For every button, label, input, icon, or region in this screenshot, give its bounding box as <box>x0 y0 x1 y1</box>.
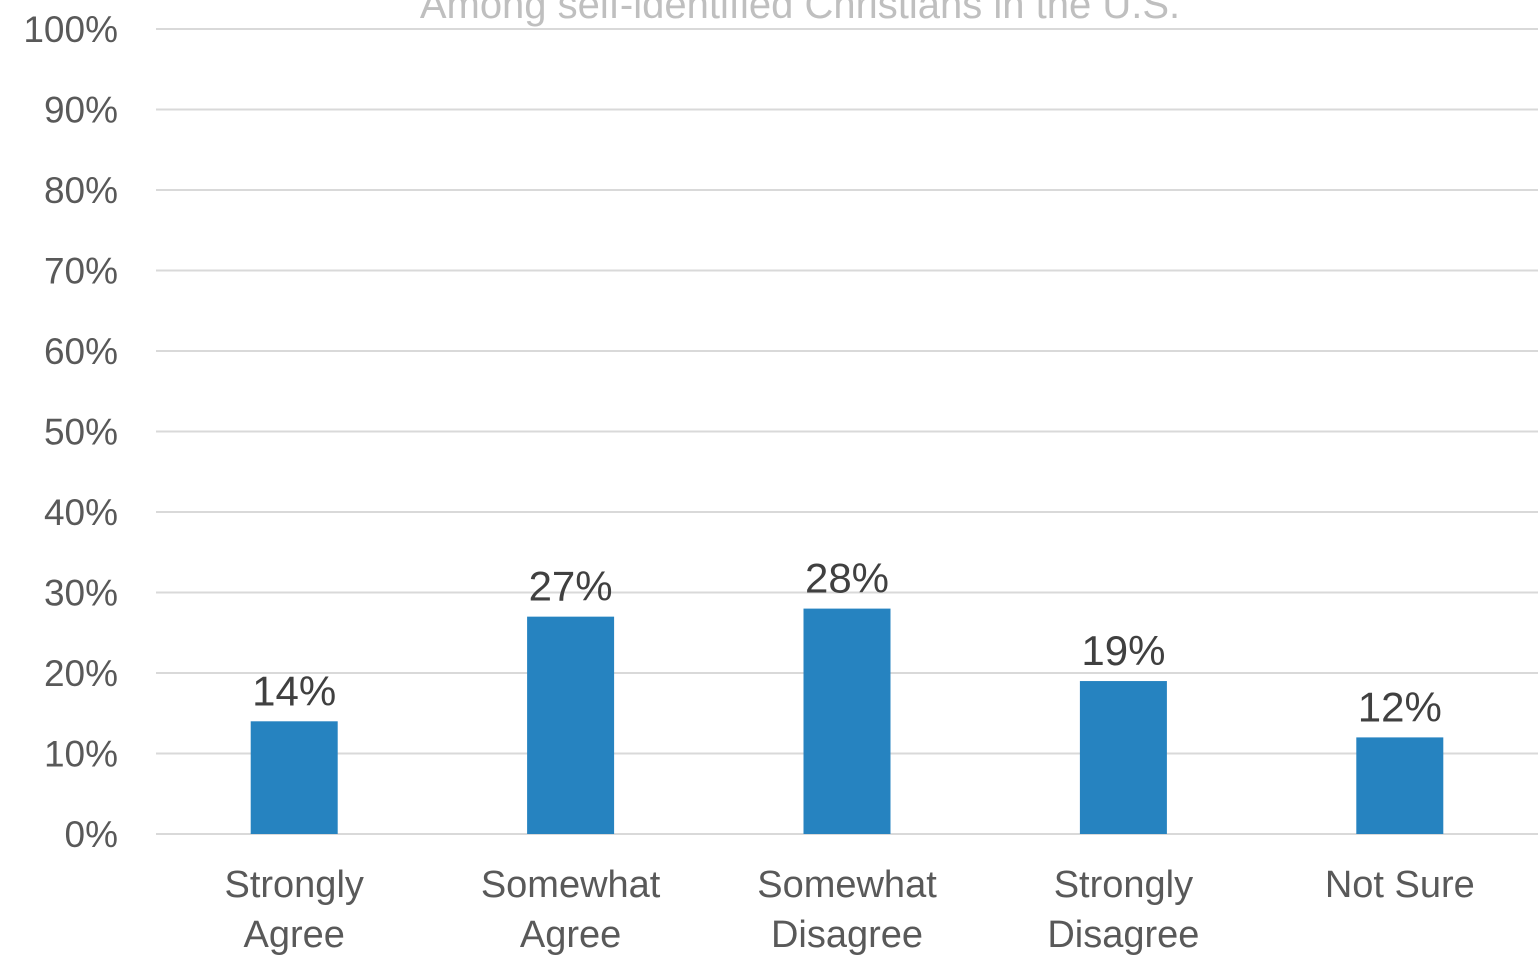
x-tick-label: Disagree <box>1047 914 1199 955</box>
x-tick-label: Somewhat <box>481 864 661 906</box>
x-axis-tick-labels: Strongly Agree Somewhat Agree Somewhat Disagr… <box>224 864 1475 956</box>
x-tick-label: Strongly <box>224 864 363 906</box>
bars <box>250 608 1444 834</box>
y-axis-tick-labels: 0% 10% 20% 30% 40% 50% 60% 70% 80% 90% 100% <box>23 9 118 855</box>
y-tick-label: 10% <box>44 734 118 775</box>
data-label: 12% <box>1358 683 1442 730</box>
data-label: 14% <box>252 667 336 714</box>
gridlines <box>156 28 1538 835</box>
y-tick-label: 60% <box>44 331 118 372</box>
bar <box>803 608 891 834</box>
bar <box>1079 681 1167 834</box>
y-tick-label: 20% <box>44 653 118 694</box>
x-tick-label: Strongly <box>1054 864 1193 906</box>
data-label: 28% <box>805 555 889 602</box>
bar <box>1356 737 1444 834</box>
y-tick-label: 70% <box>44 251 118 292</box>
x-tick-label: Somewhat <box>757 864 937 906</box>
y-tick-label: 80% <box>44 170 118 211</box>
data-label: 27% <box>529 563 613 610</box>
y-tick-label: 40% <box>44 492 118 533</box>
x-tick-label: Agree <box>520 914 621 955</box>
bar <box>527 616 615 834</box>
y-tick-label: 30% <box>44 573 118 614</box>
y-tick-label: 90% <box>44 90 118 131</box>
x-tick-label: Not Sure <box>1325 864 1475 906</box>
bar <box>250 721 338 834</box>
y-tick-label: 100% <box>23 9 118 50</box>
x-tick-label: Agree <box>243 914 344 955</box>
x-tick-label: Disagree <box>771 914 923 955</box>
chart-subtitle: Among self-identified Christians in the … <box>420 0 1180 27</box>
y-tick-label: 50% <box>44 412 118 453</box>
data-labels: 14% 27% 28% 19% 12% <box>252 555 1442 731</box>
y-tick-label: 0% <box>65 814 118 855</box>
data-label: 19% <box>1081 627 1165 674</box>
